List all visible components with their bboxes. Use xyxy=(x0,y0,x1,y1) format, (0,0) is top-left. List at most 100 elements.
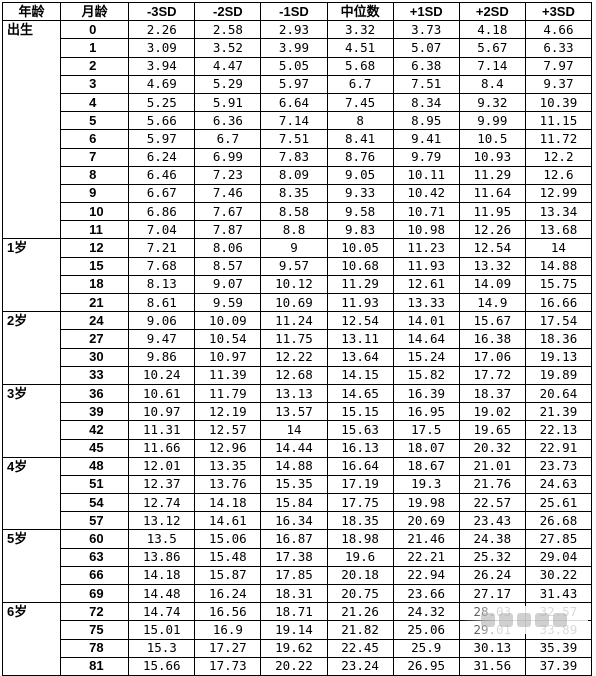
value-cell: 13.33 xyxy=(392,292,460,313)
age-cell xyxy=(1,184,62,203)
value-cell: 19.98 xyxy=(392,493,460,513)
value-cell: 9.06 xyxy=(128,311,196,331)
value-cell: 15.3 xyxy=(128,638,196,658)
value-cell: 10.68 xyxy=(326,256,394,276)
month-cell: 42 xyxy=(60,420,130,440)
age-cell: 1岁 xyxy=(1,238,62,258)
value-cell: 18.07 xyxy=(392,438,460,458)
value-cell: 17.85 xyxy=(260,565,328,586)
table-body: 出生 0 2.26 2.58 2.93 3.32 3.73 4.18 4.66 1 3.09 3.52… xyxy=(1,20,593,676)
value-cell: 15.06 xyxy=(194,529,262,549)
value-cell: 10.54 xyxy=(194,329,262,349)
age-cell xyxy=(1,548,62,567)
value-cell: 22.94 xyxy=(392,565,460,586)
value-cell: 23.73 xyxy=(524,456,593,476)
value-cell: 21.76 xyxy=(458,474,526,495)
month-cell: 15 xyxy=(60,256,130,276)
value-cell: 13.13 xyxy=(260,383,328,404)
age-cell xyxy=(1,38,62,58)
value-cell: 4.18 xyxy=(458,20,526,40)
value-cell: 20.75 xyxy=(326,583,394,604)
value-cell: 8.09 xyxy=(260,165,328,185)
value-cell: 14.01 xyxy=(392,311,460,331)
value-cell: 8.4 xyxy=(458,74,526,94)
value-cell: 19.6 xyxy=(326,547,394,567)
value-cell: 16.39 xyxy=(392,383,460,404)
age-cell xyxy=(1,166,62,185)
value-cell: 19.02 xyxy=(458,402,526,422)
value-cell: 11.64 xyxy=(458,183,526,204)
value-cell: 11.93 xyxy=(326,292,394,313)
month-cell: 5 xyxy=(60,111,130,131)
table-row: 63 13.86 15.48 17.38 19.6 22.21 25.32 29.04 xyxy=(1,547,593,567)
value-cell: 17.5 xyxy=(392,420,460,440)
value-cell: 12.99 xyxy=(524,183,593,204)
age-cell: 5岁 xyxy=(1,529,62,549)
table-row: 78 15.3 17.27 19.62 22.45 25.9 30.13 35.39 xyxy=(1,638,593,658)
value-cell: 10.98 xyxy=(392,220,460,240)
value-cell: 20.64 xyxy=(524,383,593,404)
value-cell: 18.98 xyxy=(326,529,394,549)
value-cell: 6.46 xyxy=(128,165,196,185)
table-row: 2 3.94 4.47 5.05 5.68 6.38 7.14 7.97 xyxy=(1,56,593,76)
age-cell xyxy=(1,620,62,640)
value-cell: 14 xyxy=(524,238,593,258)
value-cell: 15.01 xyxy=(128,620,196,640)
header-plus1sd: +1SD xyxy=(392,1,460,22)
value-cell: 13.86 xyxy=(128,547,196,567)
value-cell: 13.35 xyxy=(194,456,262,476)
value-cell: 3.52 xyxy=(194,38,262,58)
value-cell: 7.51 xyxy=(260,129,328,149)
month-cell: 2 xyxy=(60,56,130,76)
value-cell: 37.39 xyxy=(524,656,593,676)
value-cell: 17.38 xyxy=(260,547,328,567)
value-cell: 7.45 xyxy=(326,92,394,113)
age-cell xyxy=(1,111,62,130)
value-cell: 4.69 xyxy=(128,74,196,94)
value-cell: 25.06 xyxy=(392,620,460,640)
value-cell: 24.32 xyxy=(392,602,460,622)
value-cell: 8.06 xyxy=(194,238,262,258)
age-cell: 6岁 xyxy=(1,602,62,621)
header-row: 年龄 月龄 -3SD -2SD -1SD 中位数 +1SD +2SD +3SD xyxy=(1,1,593,22)
value-cell: 24.38 xyxy=(458,529,526,549)
month-cell: 10 xyxy=(60,202,130,222)
month-cell: 63 xyxy=(60,547,130,567)
value-cell: 25.9 xyxy=(392,638,460,658)
value-cell: 17.73 xyxy=(194,656,262,676)
value-cell: 13.11 xyxy=(326,329,394,349)
value-cell: 5.67 xyxy=(458,38,526,58)
value-cell: 7.46 xyxy=(194,183,262,204)
header-age: 年龄 xyxy=(1,1,62,22)
value-cell: 23.66 xyxy=(392,583,460,604)
value-cell: 11.95 xyxy=(458,202,526,222)
header-month: 月龄 xyxy=(60,1,130,22)
table-row: 30 9.86 10.97 12.22 13.64 15.24 17.06 19.13 xyxy=(1,347,593,367)
value-cell: 13.57 xyxy=(260,402,328,422)
value-cell: 12.6 xyxy=(524,165,593,185)
month-cell: 78 xyxy=(60,638,130,658)
value-cell: 25.61 xyxy=(524,493,593,513)
month-cell: 75 xyxy=(60,620,130,640)
value-cell: 18.36 xyxy=(524,329,593,349)
value-cell: 11.93 xyxy=(392,256,460,276)
age-cell xyxy=(1,657,62,676)
table-row: 39 10.97 12.19 13.57 15.15 16.95 19.02 21.39 xyxy=(1,402,593,422)
value-cell: 31.56 xyxy=(458,656,526,676)
month-cell: 72 xyxy=(60,602,130,622)
value-cell: 15.48 xyxy=(194,547,262,567)
value-cell: 13.12 xyxy=(128,511,196,531)
value-cell: 27.17 xyxy=(458,583,526,604)
value-cell: 9.05 xyxy=(326,165,394,185)
value-cell: 3.73 xyxy=(392,20,460,40)
value-cell: 14.18 xyxy=(128,565,196,586)
value-cell: 12.19 xyxy=(194,402,262,422)
value-cell: 16.38 xyxy=(458,329,526,349)
table-row: 33 10.24 11.39 12.68 14.15 15.82 17.72 19.89 xyxy=(1,365,593,385)
value-cell: 6.7 xyxy=(326,74,394,94)
value-cell: 30.13 xyxy=(458,638,526,658)
age-cell xyxy=(1,366,62,385)
value-cell: 8 xyxy=(326,111,394,131)
value-cell: 2.26 xyxy=(128,20,196,40)
